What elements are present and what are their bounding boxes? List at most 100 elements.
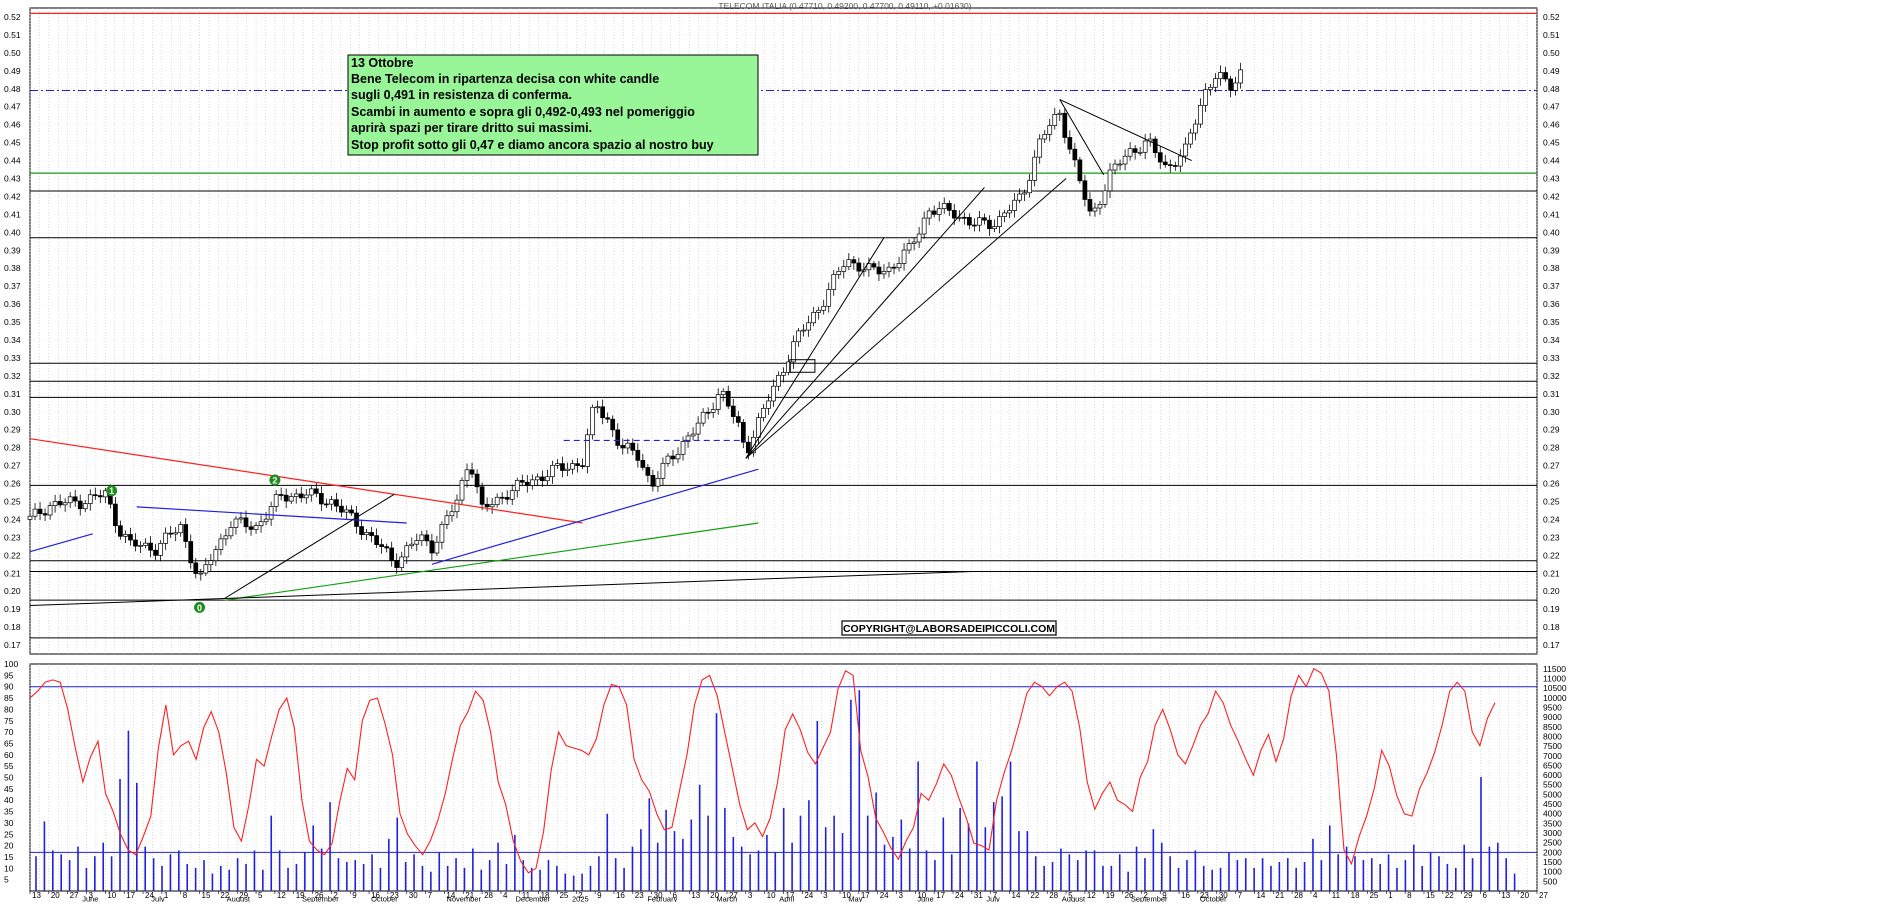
candle-body — [87, 494, 93, 504]
candle-body — [1097, 203, 1103, 209]
price-tick-right: 0.40 — [1543, 227, 1560, 237]
price-tick-right: 0.50 — [1543, 48, 1560, 58]
price-tick-right: 0.37 — [1543, 281, 1560, 291]
candle-body — [841, 266, 847, 272]
price-tick-left: 0.22 — [4, 550, 21, 560]
candle-body — [364, 532, 369, 535]
candle-body — [133, 539, 138, 547]
candle-body — [464, 469, 470, 481]
price-tick-right: 0.41 — [1543, 209, 1560, 219]
price-tick-right: 0.49 — [1543, 66, 1560, 76]
candle-body — [334, 499, 339, 507]
price-tick-left: 0.19 — [4, 604, 21, 614]
volume-tick: 9500 — [1543, 702, 1562, 712]
candle-body — [555, 463, 560, 466]
price-tick-left: 0.48 — [4, 84, 21, 94]
x-day-label: 10 — [842, 891, 851, 900]
x-month-label: September — [1131, 895, 1168, 903]
volume-tick: 3500 — [1543, 818, 1562, 828]
x-day-label: 10 — [917, 891, 926, 900]
price-tick-left: 0.20 — [4, 586, 21, 596]
candle-body — [645, 467, 651, 476]
x-day-label: 8 — [1407, 891, 1412, 900]
x-day-label: 14 — [1012, 891, 1021, 900]
x-day-label: 23 — [635, 891, 644, 900]
candle-body — [469, 469, 475, 475]
x-day-label: 11 — [1332, 891, 1341, 900]
price-tick-right: 0.48 — [1543, 84, 1560, 94]
oscillator-tick: 15 — [4, 852, 14, 862]
candle-body — [967, 217, 972, 226]
price-tick-right: 0.45 — [1543, 138, 1560, 148]
x-day-label: 13 — [1501, 891, 1510, 900]
volume-tick: 4000 — [1543, 809, 1562, 819]
candle-body — [1157, 152, 1163, 163]
candle-body — [263, 518, 269, 523]
candle-body — [946, 203, 952, 211]
trendline — [431, 468, 759, 565]
candle-body — [565, 468, 570, 471]
candle-body — [735, 416, 741, 423]
price-tick-right: 0.32 — [1543, 371, 1560, 381]
candle-body — [806, 322, 811, 331]
candle-body — [198, 572, 204, 575]
x-day-label: 3 — [899, 891, 904, 900]
x-day-label: 28 — [1294, 891, 1303, 900]
candle-body — [1092, 207, 1098, 212]
candle-body — [856, 262, 862, 272]
candle-body — [776, 374, 781, 387]
trendline — [29, 533, 93, 553]
candle-body — [720, 390, 726, 395]
price-tick-right: 0.24 — [1543, 514, 1560, 524]
candle-body — [243, 517, 249, 528]
candle-body — [550, 464, 555, 478]
trendline — [136, 506, 407, 524]
candle-body — [816, 309, 822, 313]
volume-tick: 1500 — [1543, 857, 1562, 867]
candle-body — [710, 409, 716, 413]
price-tick-right: 0.31 — [1543, 389, 1560, 399]
x-month-label: 2025 — [572, 895, 589, 903]
candle-body — [529, 479, 535, 486]
candle-body — [143, 542, 148, 546]
candle-body — [650, 475, 656, 487]
oscillator-tick: 80 — [4, 704, 14, 714]
candle-body — [595, 406, 600, 409]
volume-tick: 10500 — [1543, 683, 1567, 693]
volume-tick: 8500 — [1543, 722, 1562, 732]
candle-body — [308, 488, 314, 496]
candle-body — [1082, 180, 1088, 200]
price-tick-left: 0.34 — [4, 335, 21, 345]
x-month-label: June — [82, 895, 98, 903]
candle-body — [1007, 210, 1012, 214]
candle-body — [1022, 192, 1027, 195]
candle-body — [399, 556, 405, 568]
candle-body — [374, 535, 379, 545]
x-day-label: 25 — [559, 891, 568, 900]
candle-body — [1208, 86, 1213, 90]
oscillator-tick: 40 — [4, 795, 14, 805]
candle-body — [836, 271, 842, 275]
candle-body — [52, 501, 58, 506]
candle-body — [1172, 165, 1178, 167]
x-day-label: 1 — [164, 891, 169, 900]
candle-body — [715, 394, 721, 410]
x-day-label: 20 — [51, 891, 60, 900]
price-tick-left: 0.49 — [4, 66, 21, 76]
x-day-label: 13 — [32, 891, 41, 900]
volume-tick: 10000 — [1543, 693, 1567, 703]
candle-body — [253, 525, 259, 530]
price-tick-left: 0.32 — [4, 371, 21, 381]
x-day-label: 29 — [239, 891, 248, 900]
candle-body — [324, 503, 329, 506]
marker-label: 2 — [272, 475, 277, 485]
candle-body — [680, 441, 686, 455]
x-month-label: November — [446, 895, 481, 903]
candle-body — [665, 455, 671, 464]
candle-body — [288, 496, 294, 502]
price-tick-right: 0.22 — [1543, 550, 1560, 560]
oscillator-tick: 45 — [4, 784, 14, 794]
candle-body — [414, 540, 420, 545]
price-tick-right: 0.39 — [1543, 245, 1560, 255]
oscillator-tick: 10 — [4, 863, 14, 873]
